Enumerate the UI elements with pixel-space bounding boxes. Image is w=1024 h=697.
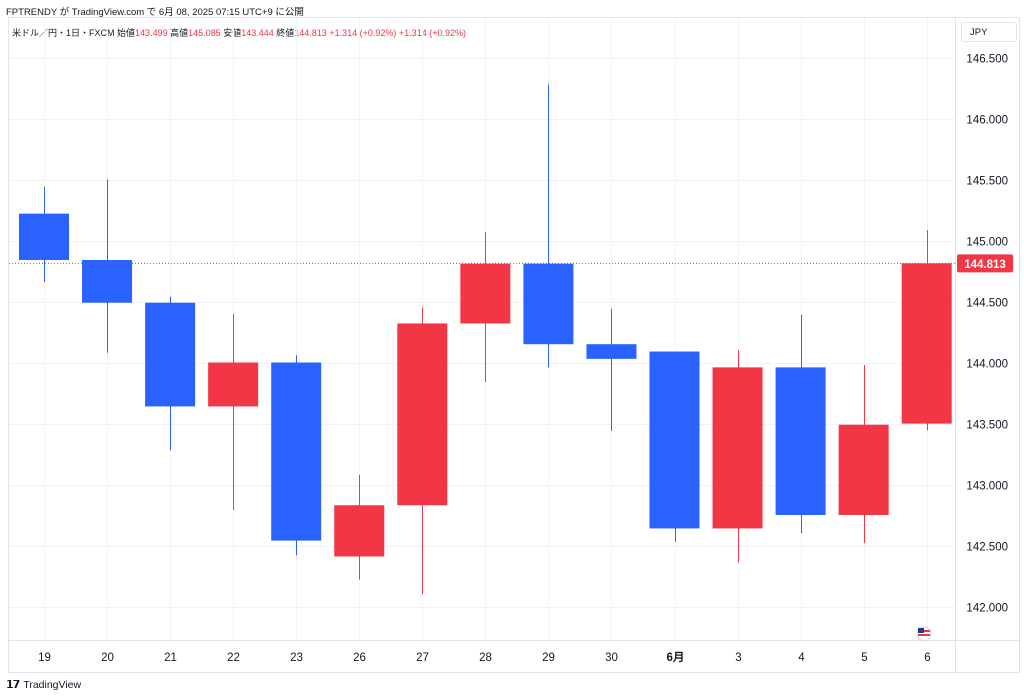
x-tick-label: 28 [479,652,492,664]
x-tick-label: 6月 [667,651,685,664]
y-tick-label: 144.500 [966,298,1008,310]
publisher-name[interactable]: FPTRENDY [6,7,58,18]
candle-body [19,213,69,261]
candle-body [586,344,637,359]
candle-body [397,323,448,506]
candle-body [271,362,322,541]
candle-body [901,263,952,424]
us-flag-stripe [918,634,930,636]
candle-body [208,362,259,407]
y-tick-label: 143.000 [966,481,1008,493]
x-tick-label: 6 [924,652,930,664]
change-value-2: +1.314 (+0.92%) [398,28,466,38]
tradingview-brand: TradingView [23,678,82,691]
low-value: 143.444 [241,28,274,38]
y-tick-label: 143.500 [966,420,1008,432]
y-tick-label: 146.000 [966,115,1008,127]
open-value: 143.499 [135,28,168,38]
candle-body [649,351,700,529]
symbol-title[interactable]: 米ドル／円・1日・FXCM [12,28,115,38]
y-tick-label: 144.000 [966,359,1008,371]
x-tick-label: 22 [227,652,240,664]
candle-body [460,263,511,324]
high-label: 高値 [170,28,189,38]
open-label: 始値 [117,28,136,38]
tradingview-footer[interactable]: 𝟭𝟳 TradingView [6,678,82,692]
x-tick-label: 20 [101,652,114,664]
publish-info: が TradingView.com で 6月 08, 2025 07:15 UT… [59,7,304,18]
candle-body [712,367,763,529]
y-tick-label: 145.500 [966,176,1008,188]
x-tick-label: 4 [798,652,805,664]
candle-body [334,505,385,557]
x-tick-label: 27 [416,652,429,664]
x-tick-label: 19 [38,652,51,664]
y-tick-label: 145.000 [966,237,1008,249]
candle-body [775,367,826,515]
x-tick-label: 26 [353,652,366,664]
ohlc-legend: 米ドル／円・1日・FXCM 始値143.499 高値145.085 安値143.… [12,26,466,39]
high-value: 145.085 [188,28,221,38]
change-value: +1.314 (+0.92%) [329,28,397,38]
candle-body [82,260,133,303]
candle-body [145,302,196,407]
last-price-badge [957,254,1013,273]
close-value: 144.813 [294,28,327,38]
low-label: 安値 [223,28,242,38]
y-tick-label: 142.500 [966,542,1008,554]
y-tick-label: 142.000 [966,603,1008,615]
x-tick-label: 23 [290,652,303,664]
y-tick-label: 146.500 [966,54,1008,66]
chart-frame [8,17,1020,673]
currency-button[interactable]: JPY [961,22,1017,42]
close-label: 終値 [276,28,295,38]
candle-body [523,263,574,345]
publish-header: FPTRENDY が TradingView.com で 6月 08, 2025… [6,4,304,18]
x-tick-label: 21 [164,652,177,664]
x-tick-label: 5 [861,652,867,664]
x-tick-label: 29 [542,652,555,664]
last-price-label: 144.813 [964,259,1006,271]
x-tick-label: 30 [605,652,618,664]
tradingview-logo-icon: 𝟭𝟳 [6,679,20,691]
us-flag-canton [918,628,924,633]
candle-body [838,424,889,515]
x-tick-label: 3 [735,652,741,664]
